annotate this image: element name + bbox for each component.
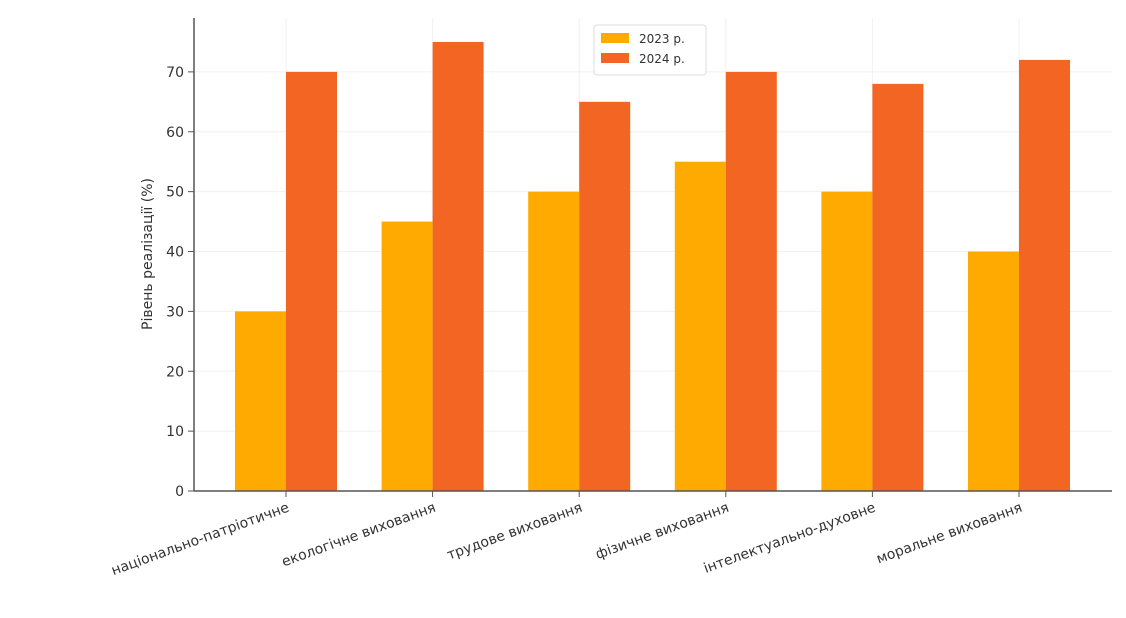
legend-label-2023: 2023 р.: [639, 32, 685, 46]
y-tick-label: 40: [166, 245, 184, 261]
bar-2023-1: [381, 221, 433, 491]
y-tick-label: 70: [166, 65, 184, 81]
bar-2023-4: [821, 191, 873, 491]
bar-2024-4: [872, 83, 924, 492]
x-tick-label: фізичне виховання: [594, 500, 732, 563]
y-tick-label: 30: [166, 304, 184, 320]
legend-swatch-2023: [601, 33, 629, 43]
bar-2023-3: [674, 161, 726, 491]
x-tick-label: моральне виховання: [874, 500, 1024, 568]
y-axis-label: Рівень реалізації (%): [140, 178, 156, 330]
bar-2023-0: [235, 311, 286, 491]
y-tick-label: 50: [166, 185, 184, 201]
bar-2023-5: [968, 251, 1019, 491]
legend: 2023 р. 2024 р.: [593, 24, 707, 76]
bar-2023-2: [528, 191, 580, 491]
x-tick-label: трудове виховання: [445, 500, 585, 564]
legend-swatch-2024: [601, 53, 629, 63]
bar-2024-0: [286, 71, 337, 491]
x-tick-label: екологічне виховання: [280, 500, 438, 571]
legend-label-2024: 2024 р.: [639, 52, 685, 66]
bar-2024-3: [725, 71, 777, 491]
y-tick-label: 0: [175, 484, 184, 500]
x-tick-label: національно-патріотичне: [109, 500, 291, 579]
axes: [193, 18, 1112, 492]
y-tick-label: 20: [166, 364, 184, 380]
bar-2024-2: [579, 101, 631, 491]
y-tick-label: 60: [166, 125, 184, 141]
y-tick-labels: 0 10 20 30 40 50 60 70: [166, 65, 194, 500]
bar-2024-5: [1019, 59, 1070, 492]
bar-2024-1: [432, 41, 484, 491]
y-tick-label: 10: [166, 424, 184, 440]
bars-group: [235, 41, 1070, 492]
